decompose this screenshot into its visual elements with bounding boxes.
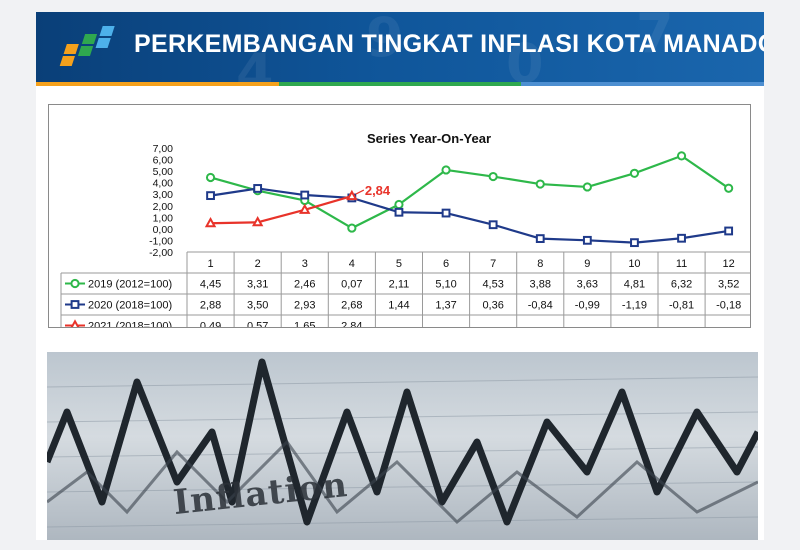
data-point xyxy=(582,235,592,245)
legend-label: 2021 (2018=100) xyxy=(88,321,172,328)
chart-svg: Series Year-On-Year7,006,005,004,003,002… xyxy=(60,131,750,328)
data-label: 3,31 xyxy=(247,279,268,291)
data-point xyxy=(488,220,498,230)
inflation-photo: Inflation xyxy=(47,352,758,540)
data-label: -0,84 xyxy=(528,300,553,312)
data-point xyxy=(253,184,263,193)
x-tick-label: 5 xyxy=(396,258,402,270)
data-label: 0,57 xyxy=(247,321,268,328)
x-tick-label: 11 xyxy=(676,258,687,270)
data-point xyxy=(677,233,686,243)
x-tick-label: 12 xyxy=(723,258,735,270)
data-label: -0,18 xyxy=(716,300,741,312)
color-stripe xyxy=(36,82,765,86)
header-banner: 9 0 7 4 PERKEMBANGAN TINGKAT INFLASI KOT… xyxy=(36,12,764,82)
stripe-orange xyxy=(36,82,279,86)
y-tick-label: 5,00 xyxy=(153,166,174,178)
data-label: 2,46 xyxy=(294,279,315,291)
data-point xyxy=(394,199,404,210)
x-tick-label: 6 xyxy=(443,258,449,270)
x-tick-label: 9 xyxy=(584,258,590,270)
y-tick-label: 3,00 xyxy=(153,189,174,201)
data-label: 0,07 xyxy=(341,279,362,291)
y-tick-label: -1,00 xyxy=(149,235,173,247)
data-point xyxy=(724,226,734,236)
y-tick-label: 0,00 xyxy=(153,224,174,236)
x-tick-label: 4 xyxy=(349,258,355,270)
y-tick-label: 6,00 xyxy=(153,155,174,167)
y-tick-label: 1,00 xyxy=(153,212,174,224)
data-label: 2,88 xyxy=(200,300,221,312)
data-label: 3,50 xyxy=(247,300,268,312)
y-tick-label: 4,00 xyxy=(153,178,174,190)
stripe-green xyxy=(278,82,522,86)
legend-marker xyxy=(70,278,80,289)
annotation-leader xyxy=(355,189,365,195)
page-title: PERKEMBANGAN TINGKAT INFLASI KOTA MANADO xyxy=(134,30,764,58)
data-label: 2,84 xyxy=(341,321,362,328)
data-label: 2,11 xyxy=(389,279,410,291)
x-tick-label: 8 xyxy=(537,258,543,270)
data-label: 0,36 xyxy=(482,300,503,312)
data-point xyxy=(204,216,217,228)
inflation-chart: Series Year-On-Year 7,00 6,00 5,00 4,00 3,00 2… xyxy=(48,104,751,328)
legend-marker xyxy=(70,319,80,327)
data-label: 3,63 xyxy=(577,279,598,291)
y-tick-label: 2,00 xyxy=(153,201,174,213)
x-tick-label: 1 xyxy=(207,258,213,270)
data-label: 1,44 xyxy=(388,300,409,312)
data-point xyxy=(535,234,545,243)
data-label: 1,65 xyxy=(294,321,315,328)
data-point xyxy=(299,203,311,214)
data-point xyxy=(441,208,451,218)
legend-marker xyxy=(70,300,80,309)
data-label: 3,52 xyxy=(718,279,739,291)
x-tick-label: 7 xyxy=(490,258,496,270)
series-line-1 xyxy=(210,154,730,230)
data-point xyxy=(300,190,310,200)
data-point xyxy=(251,216,264,227)
bps-logo-icon xyxy=(59,26,115,66)
chart-title: Series Year-On-Year xyxy=(367,131,491,146)
data-label: 1,37 xyxy=(435,300,456,312)
stripe-blue xyxy=(521,82,765,86)
legend-label: 2019 (2012=100) xyxy=(88,279,172,291)
data-label: 3,88 xyxy=(530,279,551,291)
series-line-2 xyxy=(210,187,729,244)
data-point xyxy=(724,183,734,193)
data-label: 4,53 xyxy=(482,279,503,291)
data-point xyxy=(629,168,640,178)
x-tick-label: 10 xyxy=(628,258,640,270)
data-label: 0,49 xyxy=(200,321,221,328)
legend-label: 2020 (2018=100) xyxy=(88,300,172,312)
data-label: 4,81 xyxy=(624,279,645,291)
data-label: -0,81 xyxy=(669,300,694,312)
page: 9 0 7 4 PERKEMBANGAN TINGKAT INFLASI KOT… xyxy=(36,12,765,540)
data-label: -1,19 xyxy=(622,300,647,312)
data-point xyxy=(346,189,358,201)
annotation-label: 2,84 xyxy=(365,183,391,198)
y-tick-label: 7,00 xyxy=(153,143,174,155)
data-label: 6,32 xyxy=(671,279,692,291)
data-label: 2,68 xyxy=(341,300,362,312)
data-point xyxy=(205,172,216,183)
data-label: -0,99 xyxy=(575,300,600,312)
data-point xyxy=(441,165,451,175)
data-point xyxy=(347,223,357,233)
data-point xyxy=(488,171,498,182)
data-point xyxy=(676,151,687,161)
data-point xyxy=(394,207,404,217)
data-point xyxy=(535,179,545,189)
data-label: 5,10 xyxy=(435,279,456,291)
y-tick-label: -2,00 xyxy=(149,247,173,259)
newspaper-graph-image xyxy=(47,358,758,528)
data-point xyxy=(206,191,215,201)
data-label: 4,45 xyxy=(200,279,221,291)
x-tick-label: 2 xyxy=(255,258,261,270)
data-label: 2,93 xyxy=(294,300,315,312)
data-point xyxy=(582,182,592,192)
x-tick-label: 3 xyxy=(302,258,308,270)
data-point xyxy=(630,238,639,248)
series-line-3 xyxy=(210,195,353,225)
